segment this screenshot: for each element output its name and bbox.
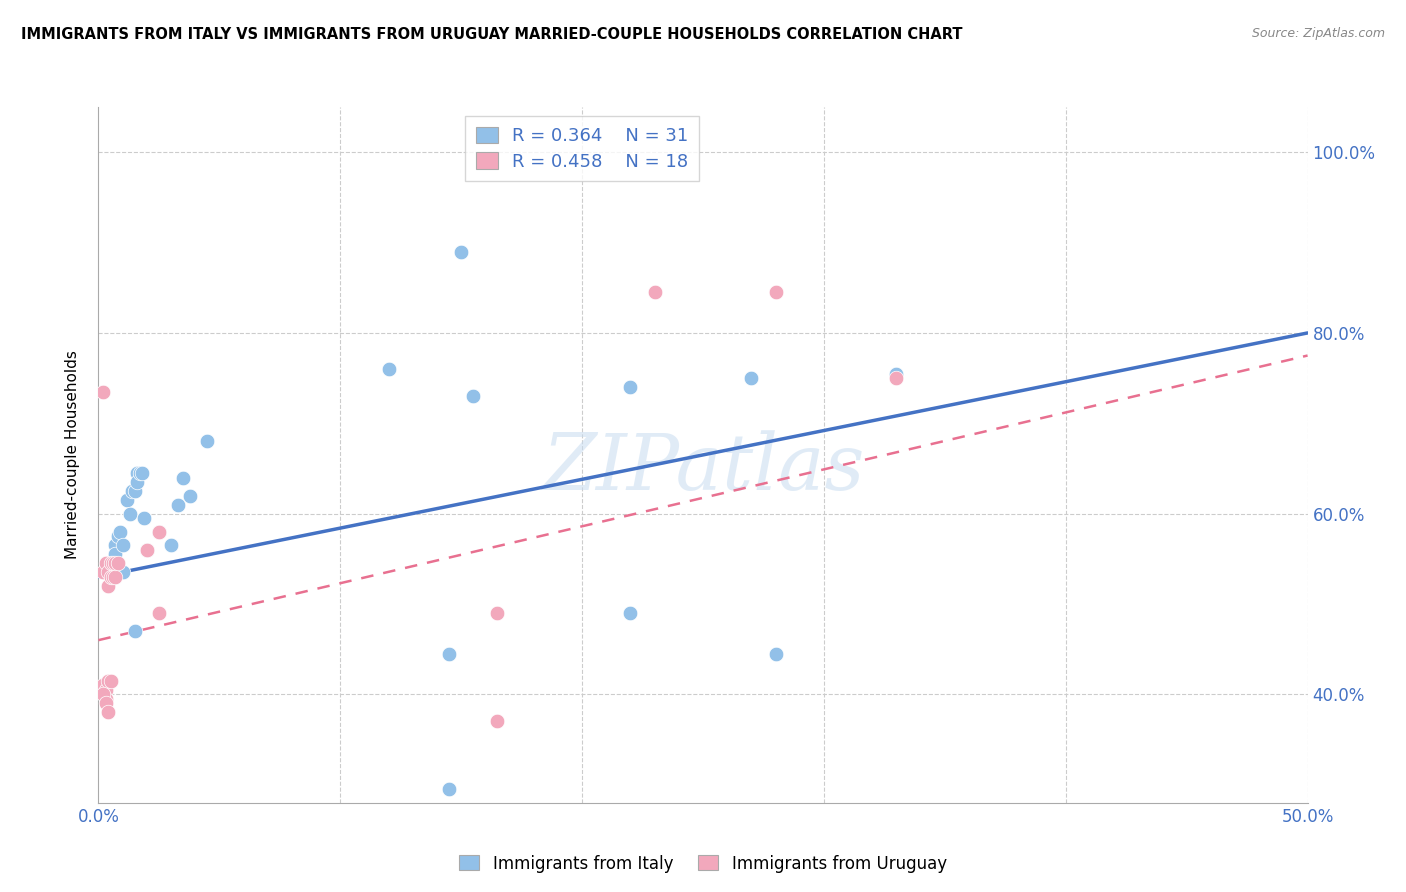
Point	[124, 484, 146, 499]
Point	[118, 507, 141, 521]
Point	[135, 542, 157, 557]
Point	[101, 557, 124, 571]
Point	[97, 579, 120, 593]
Point	[765, 285, 787, 300]
Point	[107, 529, 129, 543]
Point	[94, 697, 117, 711]
Point	[160, 538, 183, 552]
Legend: Immigrants from Italy, Immigrants from Uruguay: Immigrants from Italy, Immigrants from U…	[453, 848, 953, 880]
Point	[886, 371, 908, 385]
Point	[97, 566, 120, 580]
Point	[94, 692, 117, 706]
Point	[179, 489, 201, 503]
Point	[104, 570, 127, 584]
Point	[486, 606, 509, 620]
Point	[101, 557, 124, 571]
Point	[131, 466, 153, 480]
Point	[104, 557, 127, 571]
Point	[91, 384, 114, 399]
Point	[463, 389, 485, 403]
Point	[107, 557, 129, 571]
Point	[111, 566, 134, 580]
Point	[619, 380, 641, 394]
Point	[644, 285, 666, 300]
Y-axis label: Married-couple Households: Married-couple Households	[65, 351, 80, 559]
Point	[486, 714, 509, 729]
Point	[100, 673, 122, 688]
Point	[97, 673, 120, 688]
Point	[104, 538, 127, 552]
Point	[148, 524, 170, 539]
Point	[100, 557, 122, 571]
Point	[97, 706, 120, 720]
Point	[886, 367, 908, 381]
Point	[127, 466, 149, 480]
Point	[94, 557, 117, 571]
Point	[167, 498, 190, 512]
Point	[619, 606, 641, 620]
Point	[111, 538, 134, 552]
Point	[104, 547, 127, 561]
Point	[148, 606, 170, 620]
Text: Source: ZipAtlas.com: Source: ZipAtlas.com	[1251, 27, 1385, 40]
Text: ZIPatlas: ZIPatlas	[541, 431, 865, 507]
Point	[121, 484, 143, 499]
Point	[195, 434, 218, 449]
Point	[172, 470, 194, 484]
Point	[97, 566, 120, 580]
Point	[148, 524, 170, 539]
Point	[437, 782, 460, 797]
Point	[100, 570, 122, 584]
Point	[91, 687, 114, 701]
Point	[134, 511, 156, 525]
Point	[101, 570, 124, 584]
Point	[135, 542, 157, 557]
Legend: R = 0.364    N = 31, R = 0.458    N = 18: R = 0.364 N = 31, R = 0.458 N = 18	[465, 116, 699, 181]
Point	[127, 475, 149, 489]
Point	[117, 493, 139, 508]
Point	[450, 244, 472, 259]
Point	[765, 647, 787, 661]
Point	[91, 566, 114, 580]
Point	[124, 624, 146, 639]
Point	[91, 678, 114, 692]
Point	[108, 524, 131, 539]
Point	[740, 371, 762, 385]
Point	[437, 647, 460, 661]
Text: IMMIGRANTS FROM ITALY VS IMMIGRANTS FROM URUGUAY MARRIED-COUPLE HOUSEHOLDS CORRE: IMMIGRANTS FROM ITALY VS IMMIGRANTS FROM…	[21, 27, 963, 42]
Point	[94, 682, 117, 697]
Point	[128, 466, 150, 480]
Point	[377, 362, 399, 376]
Point	[94, 561, 117, 575]
